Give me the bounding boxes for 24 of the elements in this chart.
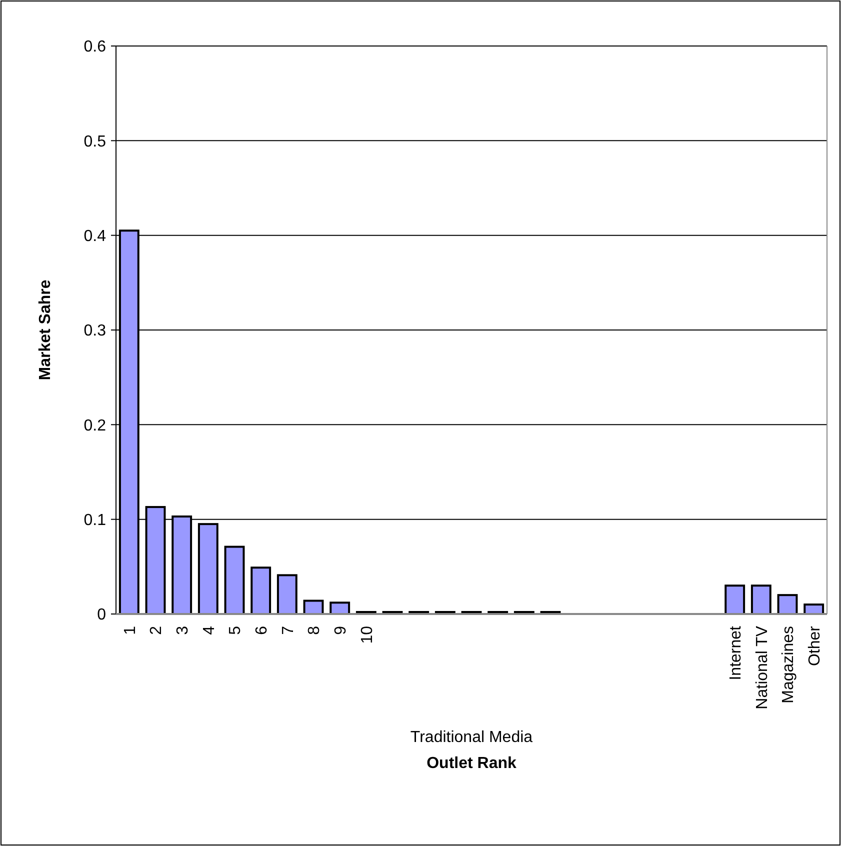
x-tick-label: 1 — [122, 626, 139, 635]
x-tick-label: 9 — [332, 626, 350, 635]
x-tick-label: Other — [806, 625, 824, 666]
x-tick-label: Internet — [727, 625, 744, 680]
y-tick-label: 0.6 — [84, 38, 106, 56]
x-tick-label: 10 — [358, 626, 376, 644]
x-tick-label: 4 — [200, 626, 218, 635]
x-tick-label: Magazines — [780, 626, 798, 704]
y-tick-label: 0.4 — [84, 228, 106, 245]
x-tick-label: 3 — [174, 626, 192, 635]
y-tick-label: 0.2 — [84, 417, 106, 434]
y-axis-title: Market Sahre — [37, 280, 54, 380]
x-tick-label: 8 — [306, 626, 324, 635]
x-tick-label: 6 — [253, 626, 270, 635]
x-axis-title: Outlet Rank — [426, 755, 516, 772]
y-tick-label: 0.3 — [84, 322, 106, 340]
x-tick-label: 5 — [227, 626, 244, 635]
y-tick-label: 0.5 — [84, 133, 106, 150]
x-tick-label: 2 — [148, 626, 166, 635]
y-tick-label: 0.1 — [84, 512, 106, 529]
x-tick-label: 7 — [280, 626, 297, 635]
text: Traditional Media — [410, 729, 533, 746]
x-tick-label: National TV — [754, 626, 771, 710]
y-tick-label: 0 — [97, 606, 106, 624]
